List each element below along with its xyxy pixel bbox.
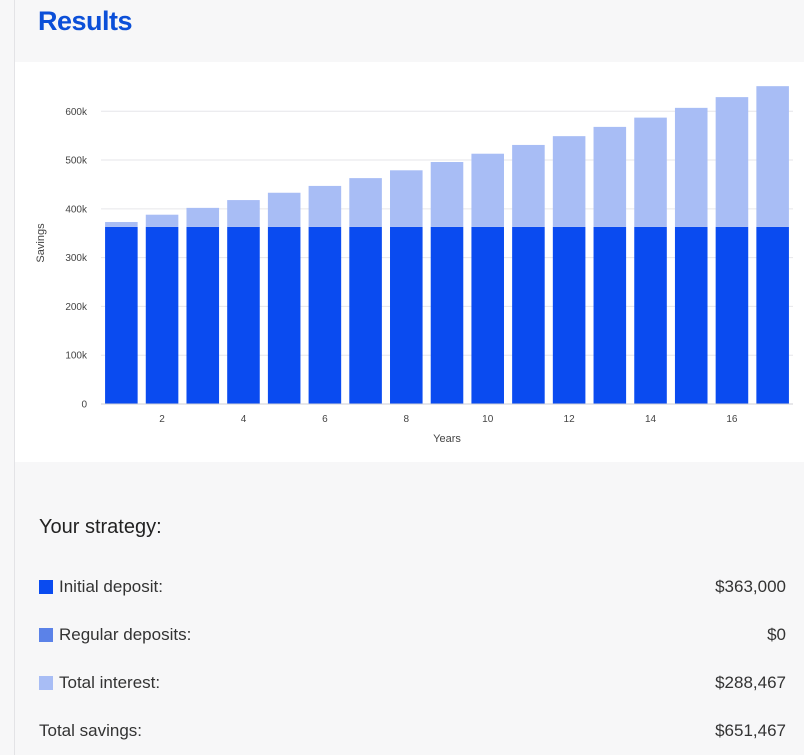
bar-initial-deposit [634,226,667,404]
y-axis-title: Savings [35,223,47,263]
x-tick-label: 16 [726,414,738,425]
total-savings-label: Total savings: [39,721,142,740]
page-title: Results [38,6,133,36]
bar-initial-deposit [471,226,504,404]
bar-total-interest [308,185,342,227]
bar-total-interest [430,162,464,227]
bar-total-interest [715,97,749,227]
bar-total-interest [471,153,504,227]
x-tick-label: 8 [404,414,410,425]
x-axis-title: Years [433,433,461,445]
x-tick-label: 6 [322,414,328,425]
bar-initial-deposit [308,226,342,404]
bar-initial-deposit [105,226,138,404]
y-tick-label: 0 [81,400,87,411]
bar-total-interest [674,107,708,227]
x-tick-label: 10 [482,414,494,425]
bar-total-interest [267,192,301,227]
bar-total-interest [105,222,138,227]
bar-initial-deposit [552,226,586,404]
total-interest-value: $288,467 [715,673,786,692]
total-savings-value: $651,467 [715,721,786,740]
initial-deposit-value: $363,000 [715,577,786,596]
bar-initial-deposit [349,226,382,404]
bar-initial-deposit [674,226,708,404]
bar-total-interest [756,86,789,227]
bar-initial-deposit [756,226,789,404]
strategy-title: Your strategy: [39,516,162,538]
y-tick-label: 400k [65,204,88,215]
y-tick-label: 200k [65,302,88,313]
x-tick-label: 2 [159,414,165,425]
total-interest-label: Total interest: [59,673,161,692]
savings-chart: 0 100k 200k 300k 400k 500k 600k 2 4 6 8 10 12 14 16 Yea… [35,86,793,445]
bar-initial-deposit [186,226,220,404]
initial-deposit-swatch [39,580,53,594]
y-tick-label: 600k [65,107,88,118]
bar-total-interest [593,126,627,227]
bar-total-interest [512,144,545,227]
bar-total-interest [186,207,220,227]
bar-initial-deposit [390,226,423,404]
bar-initial-deposit [267,226,301,404]
bar-initial-deposit [227,226,260,404]
x-tick-label: 4 [241,414,247,425]
bar-initial-deposit [430,226,464,404]
x-tick-label: 12 [564,414,576,425]
y-tick-label: 100k [65,351,88,362]
bar-initial-deposit [593,226,627,404]
strategy-row-total-savings: Total savings: $651,467 [39,719,786,743]
y-tick-label: 500k [65,156,88,167]
x-tick-label: 14 [645,414,657,425]
regular-deposits-swatch [39,628,53,642]
savings-chart-panel: 0 100k 200k 300k 400k 500k 600k 2 4 6 8 10 12 14 16 Yea… [15,62,804,462]
bar-total-interest [634,117,667,227]
bar-initial-deposit [715,226,749,404]
initial-deposit-label: Initial deposit: [59,577,163,596]
bar-total-interest [227,200,260,227]
left-border [14,0,15,755]
bar-initial-deposit [145,226,179,404]
bar-total-interest [390,170,423,227]
regular-deposits-label: Regular deposits: [59,625,192,644]
strategy-row-total-interest: Total interest: $288,467 [39,671,786,695]
bar-total-interest [145,214,179,227]
bar-total-interest [349,178,382,227]
strategy-row-regular-deposits: Regular deposits: $0 [39,623,786,647]
bar-total-interest [552,136,586,227]
total-interest-swatch [39,676,53,690]
y-tick-label: 300k [65,253,88,264]
strategy-row-initial-deposit: Initial deposit: $363,000 [39,575,786,599]
bar-initial-deposit [512,226,545,404]
regular-deposits-value: $0 [767,625,786,644]
